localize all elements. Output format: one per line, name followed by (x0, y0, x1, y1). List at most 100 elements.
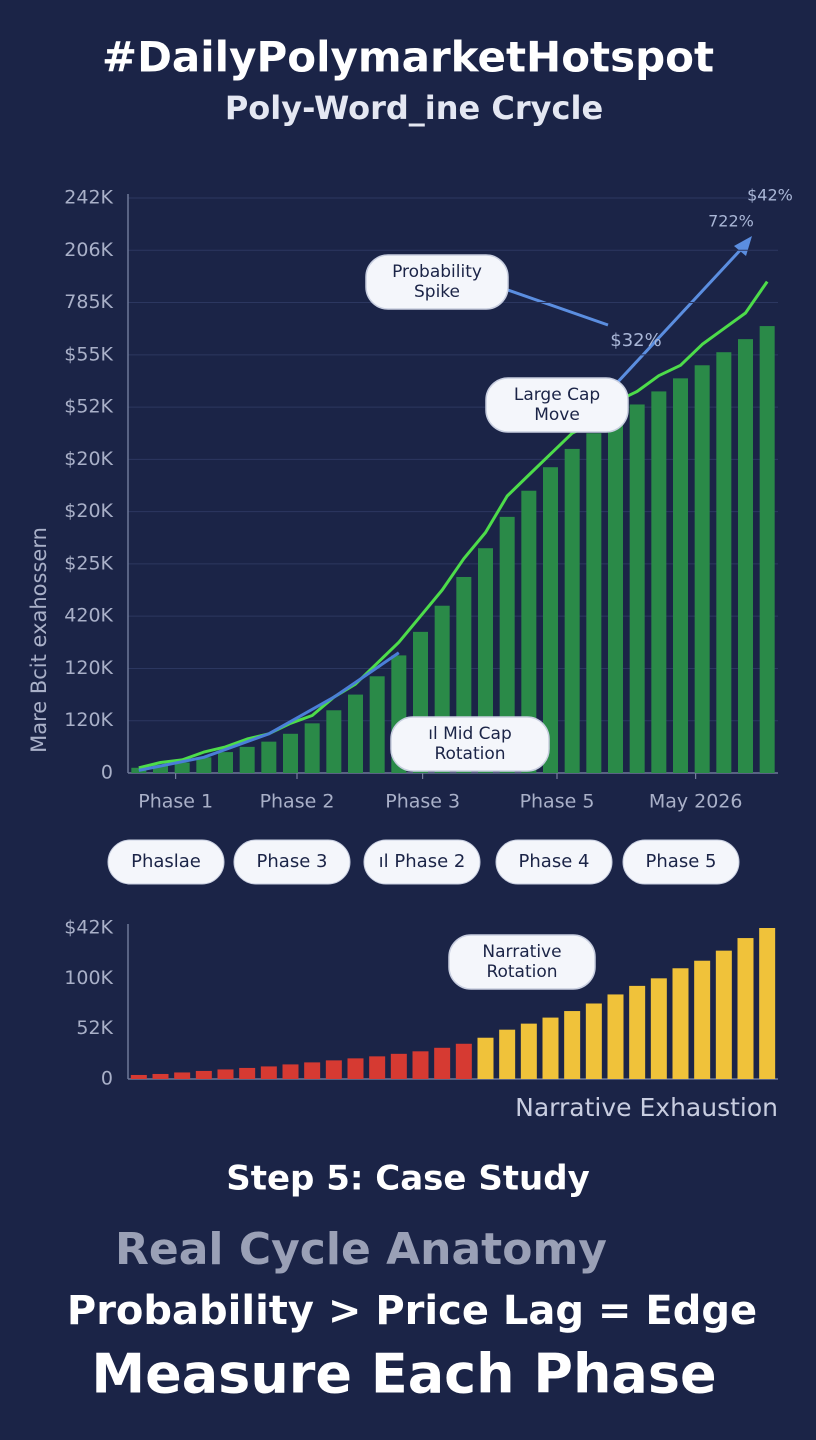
bar (564, 1011, 581, 1079)
callout-text: Narrative (482, 942, 561, 962)
callout-box (448, 934, 596, 990)
annotation: 722% (708, 212, 754, 231)
phase-pill (107, 839, 225, 885)
bar (521, 490, 537, 773)
bar (218, 752, 233, 773)
bar (304, 1062, 321, 1079)
annotation: $32% (610, 330, 661, 351)
line (138, 280, 769, 770)
bar (694, 365, 710, 773)
bar (759, 928, 776, 1079)
bar (152, 1073, 169, 1079)
arrow-head (734, 236, 752, 256)
x-tick-label: Phase 3 (385, 791, 460, 813)
phase-pill (233, 839, 351, 885)
annotation: $42% (747, 186, 793, 205)
bar (564, 448, 580, 773)
y-tick-label: 242K (64, 187, 113, 209)
y-tick-label: 420K (64, 605, 113, 627)
phase-pill (622, 839, 740, 885)
bar (239, 1067, 256, 1079)
bar (348, 694, 363, 773)
callout-text: ıl Mid Cap (428, 724, 512, 744)
bar (607, 994, 624, 1079)
bar (716, 352, 732, 773)
phase-pill-label: Phase 3 (257, 851, 328, 872)
bar (455, 1043, 472, 1079)
bar (608, 417, 623, 773)
step-label: Step 5: Case Study (226, 1159, 590, 1199)
phase-pill-label: Phase 4 (519, 851, 590, 872)
callout-box (485, 377, 629, 433)
callout-text: Spike (414, 282, 460, 302)
bar (195, 1070, 212, 1079)
bar (585, 1003, 602, 1079)
y-tick-label: 785K (64, 291, 113, 313)
bar (672, 968, 689, 1079)
x-tick-label: Phase 1 (138, 791, 213, 813)
bar (130, 1074, 147, 1079)
x-tick-label: Phase 2 (260, 791, 335, 813)
phase-pill-label: ıl Phase 2 (379, 851, 466, 872)
y-tick-label: $20K (64, 500, 113, 522)
bar (542, 1017, 559, 1079)
phase-pill (495, 839, 613, 885)
bar (694, 960, 711, 1079)
bar (543, 467, 558, 773)
bar (260, 1066, 277, 1079)
bar (261, 741, 277, 773)
y-tick-label: 100K (64, 967, 113, 989)
heading: Real Cycle Anatomy (115, 1224, 607, 1275)
y-tick-label: $55K (64, 343, 113, 365)
callout-box (365, 254, 509, 310)
x-axis-label: Narrative Exhaustion (515, 1093, 778, 1122)
bar (369, 1056, 386, 1079)
bar (499, 1029, 516, 1079)
bar (347, 1058, 364, 1079)
y-tick-label: $52K (64, 396, 113, 418)
bar (737, 938, 754, 1079)
bar (174, 1072, 191, 1079)
bar (217, 1069, 234, 1079)
bar (520, 1023, 537, 1079)
bar (673, 378, 688, 773)
pointer-arrow (507, 288, 609, 327)
callout-text: Rotation (486, 962, 557, 982)
line (138, 651, 400, 772)
y-axis-label: Mare Bcit exahossern (27, 527, 51, 753)
x-tick-label: May 2026 (649, 791, 743, 813)
bar (650, 978, 667, 1079)
bar (282, 1064, 299, 1079)
callout-text: Probability (392, 262, 482, 282)
bar (196, 757, 212, 773)
y-tick-label: 120K (64, 657, 113, 679)
bar (239, 746, 255, 773)
bar (325, 1060, 342, 1079)
bar (326, 710, 342, 773)
bar (390, 1053, 407, 1079)
title: #DailyPolymarketHotspot (102, 33, 714, 82)
tagline: Measure Each Phase (91, 1343, 716, 1406)
y-tick-label: $20K (64, 448, 113, 470)
bar (434, 1047, 451, 1079)
bar (738, 339, 753, 773)
x-tick-label: Phase 5 (520, 791, 595, 813)
bar (586, 433, 602, 773)
bar (412, 1051, 429, 1079)
callout-text: Large Cap (514, 385, 600, 405)
y-tick-label: 0 (101, 762, 113, 784)
equation: Probability > Price Lag = Edge (67, 1288, 757, 1334)
bar (629, 404, 645, 773)
bar (651, 391, 667, 773)
y-tick-label: $42K (64, 917, 113, 939)
bar (304, 723, 320, 773)
callout-text: Rotation (434, 744, 505, 764)
bar (759, 326, 775, 773)
pointer-arrow (613, 243, 747, 387)
bar (715, 950, 732, 1079)
bar (369, 676, 385, 773)
callout-box (390, 716, 550, 772)
y-tick-label: 206K (64, 239, 113, 261)
